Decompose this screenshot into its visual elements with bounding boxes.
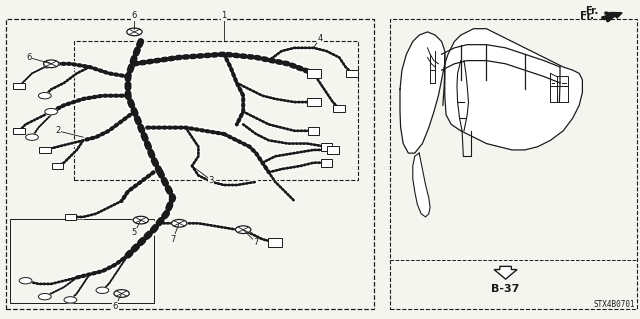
- Circle shape: [38, 293, 51, 300]
- FancyBboxPatch shape: [65, 214, 76, 220]
- Text: 4: 4: [317, 34, 323, 43]
- Text: 6: 6: [26, 53, 31, 62]
- Text: STX4B0701: STX4B0701: [594, 300, 636, 309]
- FancyBboxPatch shape: [13, 83, 25, 89]
- FancyBboxPatch shape: [307, 69, 321, 78]
- Text: 2: 2: [55, 126, 60, 135]
- Text: Fr.: Fr.: [585, 6, 598, 16]
- FancyBboxPatch shape: [327, 146, 339, 154]
- Circle shape: [64, 297, 77, 303]
- Text: 6: 6: [132, 11, 137, 20]
- FancyBboxPatch shape: [346, 70, 358, 77]
- Text: 7: 7: [170, 235, 175, 244]
- Circle shape: [127, 28, 142, 36]
- FancyBboxPatch shape: [268, 238, 282, 247]
- Text: 3: 3: [209, 176, 214, 185]
- Circle shape: [44, 60, 59, 68]
- FancyBboxPatch shape: [13, 128, 25, 134]
- Text: Fr.: Fr.: [580, 11, 594, 21]
- Circle shape: [114, 290, 129, 297]
- Text: 1: 1: [221, 11, 227, 20]
- FancyBboxPatch shape: [333, 105, 345, 112]
- Text: 6: 6: [113, 302, 118, 311]
- Circle shape: [133, 216, 148, 224]
- FancyBboxPatch shape: [307, 98, 321, 107]
- FancyBboxPatch shape: [52, 163, 63, 169]
- FancyArrow shape: [494, 266, 517, 279]
- Polygon shape: [445, 29, 582, 150]
- Polygon shape: [413, 153, 430, 217]
- Polygon shape: [400, 32, 445, 153]
- FancyBboxPatch shape: [321, 159, 332, 167]
- Text: 7: 7: [253, 238, 259, 247]
- Text: 5: 5: [132, 228, 137, 237]
- Circle shape: [172, 219, 187, 227]
- Text: B-37: B-37: [492, 284, 520, 294]
- FancyBboxPatch shape: [321, 143, 332, 151]
- Circle shape: [38, 93, 51, 99]
- FancyBboxPatch shape: [308, 127, 319, 135]
- Circle shape: [26, 134, 38, 140]
- Circle shape: [19, 278, 32, 284]
- Circle shape: [236, 226, 251, 234]
- Circle shape: [45, 108, 58, 115]
- FancyBboxPatch shape: [39, 147, 51, 153]
- Circle shape: [96, 287, 109, 293]
- FancyArrow shape: [602, 12, 622, 19]
